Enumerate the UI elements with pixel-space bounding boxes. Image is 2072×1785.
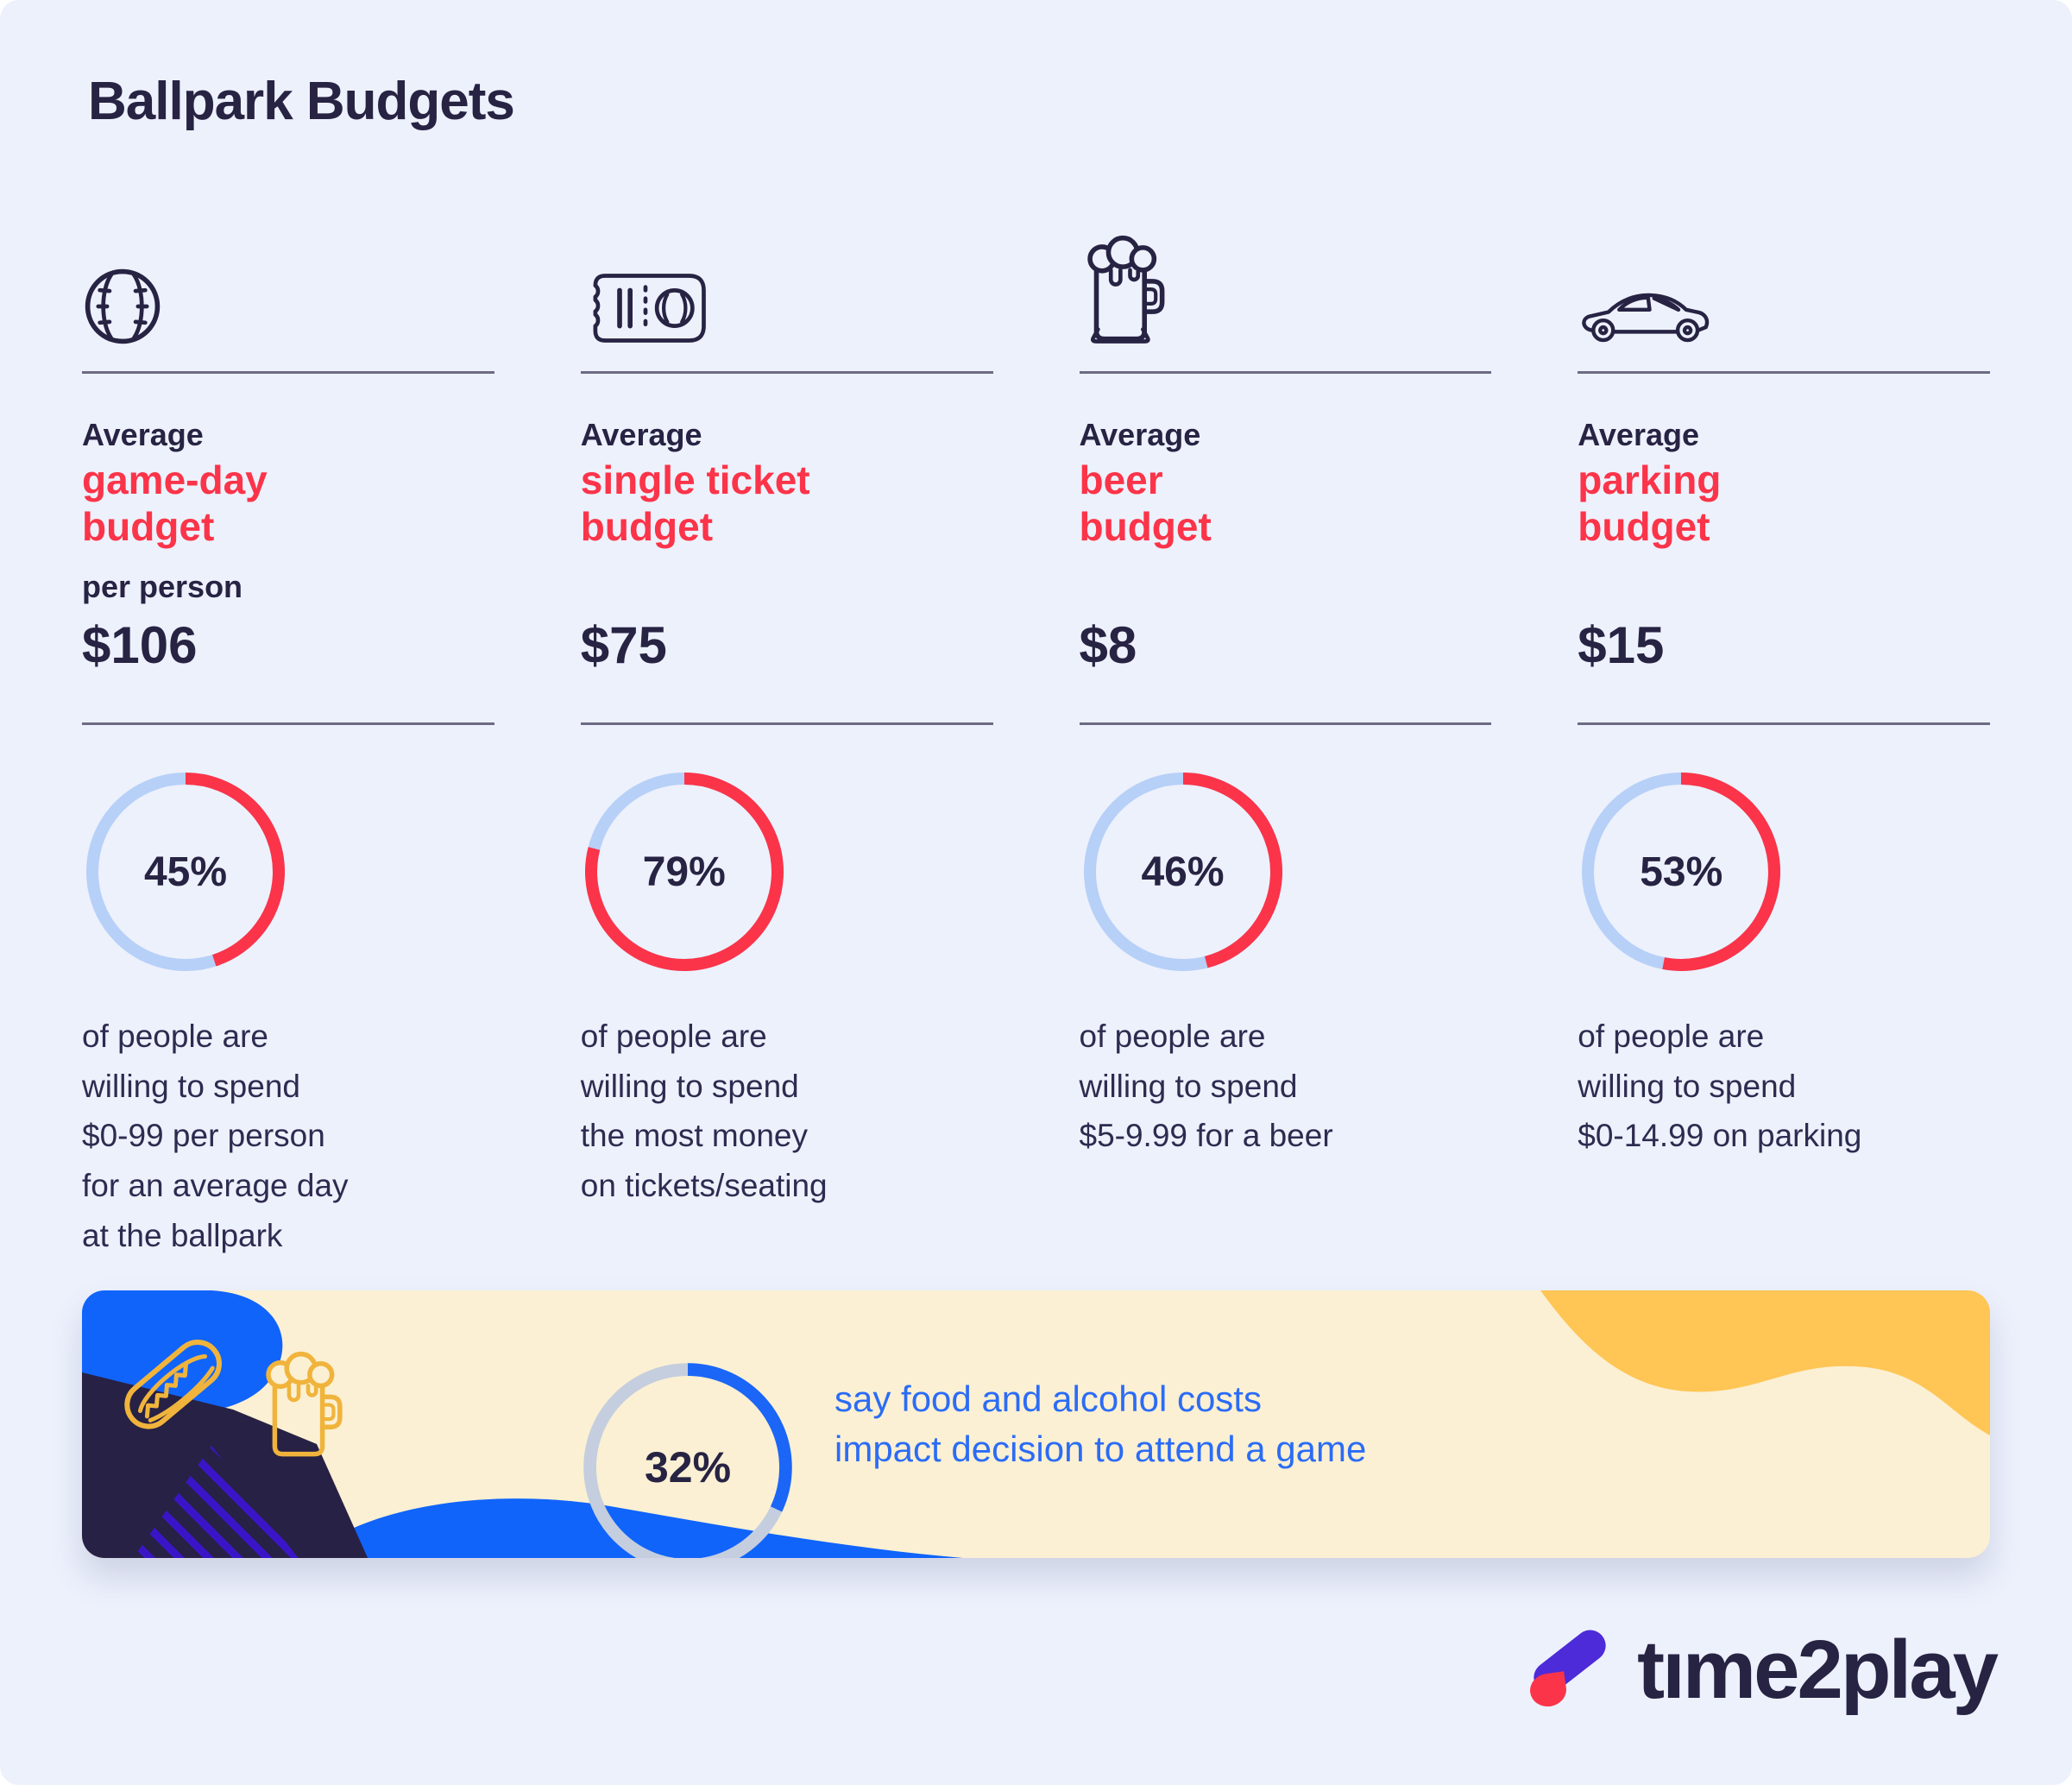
divider <box>82 722 494 725</box>
divider <box>580 722 993 725</box>
beer-description: of people are willing to spend $5-9.99 f… <box>1079 1019 1333 1154</box>
amount-game-day: $106 <box>82 616 198 674</box>
food-alcohol-percent: 32% <box>644 1443 732 1492</box>
time2play-logo-text: tıme2play <box>1637 1624 1999 1716</box>
ticket-icon <box>581 261 993 347</box>
column-header: Average game-day budget per person $106 <box>82 374 494 722</box>
beer-icon <box>1080 235 1492 347</box>
column-header: Average single ticket budget $75 <box>581 374 993 722</box>
column-header: Average beer budget $8 <box>1080 374 1492 722</box>
amount-single-ticket: $75 <box>580 616 667 674</box>
label-average: Average <box>1578 417 1699 452</box>
column-beer-budget: Average beer budget $8 46% of people are… <box>1079 235 1492 1261</box>
time2play-logo: tıme2play <box>1527 1623 1999 1718</box>
ticket-donut-chart: 79% <box>581 768 788 975</box>
label-per-person: per person <box>82 569 243 604</box>
banner-decorations <box>82 1290 1990 1558</box>
beer-mug-icon <box>266 1351 343 1457</box>
parking-description: of people are willing to spend $0-14.99 … <box>1578 1019 1862 1154</box>
page-title: Ballpark Budgets <box>88 72 515 131</box>
food-alcohol-statement: say food and alcohol costs impact decisi… <box>834 1378 1367 1469</box>
label-single-ticket-budget: single ticket budget <box>580 457 810 550</box>
parking-donut-chart: 53% <box>1578 768 1785 975</box>
beer-donut-chart: 46% <box>1080 768 1287 975</box>
amount-beer: $8 <box>1079 616 1137 674</box>
ticket-description: of people are willing to spend the most … <box>580 1019 828 1204</box>
gameday-description: of people are willing to spend $0-99 per… <box>82 1019 349 1253</box>
divider <box>1079 371 1492 374</box>
divider <box>580 371 993 374</box>
parking-percent: 53% <box>1640 848 1723 895</box>
amount-parking: $15 <box>1578 616 1665 674</box>
gameday-percent: 45% <box>143 848 228 895</box>
label-beer-budget: beer budget <box>1079 457 1212 550</box>
gameday-donut-chart: 45% <box>82 768 289 975</box>
column-parking-budget: Average parking budget $15 53% of people… <box>1578 261 1990 1261</box>
budget-columns: Average game-day budget per person $106 … <box>82 235 1990 1261</box>
gold-wave <box>1540 1290 1990 1435</box>
food-alcohol-banner: 32% say food and alcohol costs impact de… <box>82 1290 1990 1558</box>
label-average: Average <box>82 417 204 452</box>
column-header: Average parking budget $15 <box>1578 374 1990 722</box>
time2play-logo-icon <box>1527 1624 1615 1715</box>
label-parking-budget: parking budget <box>1578 457 1722 550</box>
car-icon <box>1578 261 1990 347</box>
food-alcohol-donut-chart: 32% <box>579 1359 797 1558</box>
label-game-day-budget: game-day budget <box>82 457 268 550</box>
beer-percent: 46% <box>1141 848 1225 895</box>
label-average: Average <box>1079 417 1201 452</box>
blue-blob <box>82 1290 283 1414</box>
divider <box>1578 371 1990 374</box>
label-average: Average <box>580 417 702 452</box>
column-game-day-budget: Average game-day budget per person $106 … <box>82 261 494 1261</box>
divider <box>1079 722 1492 725</box>
column-single-ticket-budget: Average single ticket budget $75 79% of … <box>580 261 993 1261</box>
stripe-triangle <box>133 1446 299 1558</box>
ticket-percent: 79% <box>642 848 726 895</box>
divider <box>1578 722 1990 725</box>
divider <box>82 371 494 374</box>
blue-bottom-blob <box>304 1498 963 1558</box>
baseball-icon <box>82 261 494 347</box>
hotdog-icon <box>124 1339 222 1429</box>
